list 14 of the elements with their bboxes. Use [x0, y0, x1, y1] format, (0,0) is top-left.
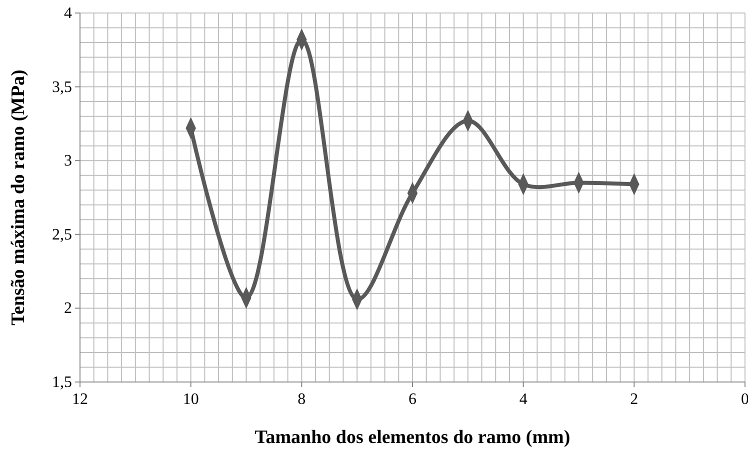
y-tick-label: 2 [64, 300, 72, 318]
x-tick-label: 10 [182, 391, 199, 408]
x-tick-label: 2 [630, 391, 638, 408]
x-tick-label: 4 [519, 391, 528, 408]
y-tick-label: 3,5 [52, 78, 72, 96]
x-tick-label: 12 [72, 391, 88, 408]
x-tick-label: 6 [408, 391, 416, 408]
x-tick-label: 8 [298, 391, 306, 408]
y-axis-title: Tensão máxima do ramo (MPa) [8, 70, 29, 326]
y-tick-label: 3 [64, 152, 72, 170]
y-tick-label: 4 [64, 5, 72, 22]
x-axis-title: Tamanho dos elementos do ramo (mm) [254, 427, 570, 448]
y-tick-label: 1,5 [52, 374, 72, 391]
y-tick-label: 2,5 [52, 226, 72, 244]
